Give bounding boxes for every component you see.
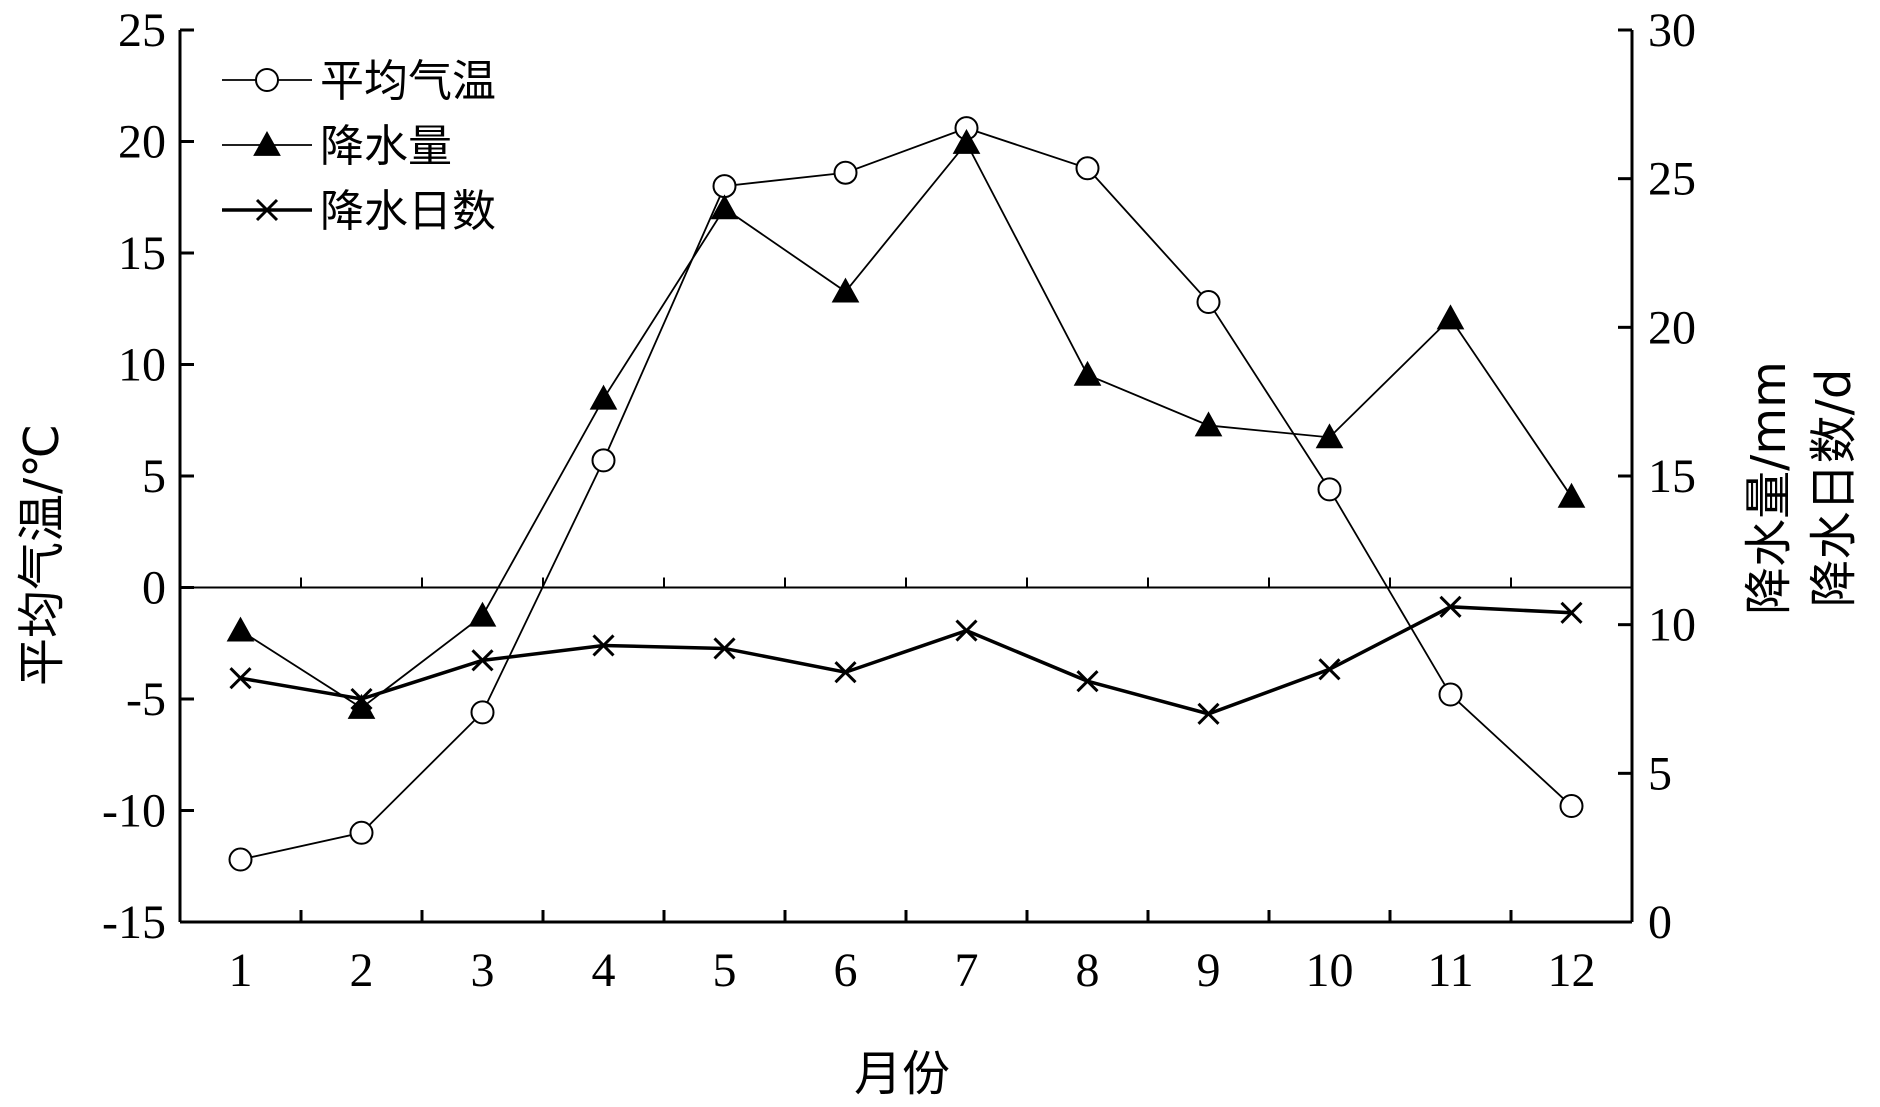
series-3 [229,595,1583,725]
x-tick-label: 9 [1197,944,1221,997]
data-point [834,661,857,684]
y-right-tick-label: 20 [1648,301,1696,354]
data-point [1438,682,1463,707]
data-point [713,637,736,660]
data-point [470,700,495,725]
data-point [1318,658,1341,681]
x-marker-stroke [1197,702,1220,725]
data-point [1439,595,1462,618]
data-point [349,820,374,845]
x-tick-label: 8 [1076,944,1100,997]
x-tick-label: 3 [471,944,495,997]
legend-label: 降水日数 [320,186,496,237]
x-tick-label: 6 [834,944,858,997]
x-marker-stroke [955,619,978,642]
data-point [952,128,981,154]
data-point [1557,482,1586,508]
x-tick-label: 1 [229,944,253,997]
series-line [240,141,1573,710]
x-marker-stroke [229,667,252,690]
data-point [831,277,860,303]
x-marker-stroke [592,634,615,657]
y-left-tick-label: 0 [142,562,166,615]
data-point [592,634,615,657]
series [226,116,1586,872]
x-tick-label: 7 [955,944,979,997]
x-marker-stroke [834,661,857,684]
legend-marker [255,68,279,92]
data-point [1559,794,1584,819]
x-tick-label: 12 [1548,944,1596,997]
y-axis-left-title: 平均气温/℃ [14,424,70,686]
x-marker-stroke [1076,670,1099,693]
y-right-tick-label: 10 [1648,599,1696,652]
data-point [229,667,252,690]
data-point [1076,670,1099,693]
data-point [589,384,618,410]
data-point [1315,423,1344,449]
data-point [1197,702,1220,725]
x-marker-stroke [350,687,373,711]
data-point [1317,477,1342,502]
series-line [240,605,1572,716]
x-tick-label: 11 [1427,944,1473,997]
data-point [228,847,253,872]
y-right-tick-label: 0 [1648,896,1672,949]
x-marker-stroke [1439,595,1462,618]
series-2 [226,128,1586,719]
data-point [1436,304,1465,330]
x-marker-stroke [471,649,494,672]
data-point [1196,290,1221,315]
data-point [712,174,737,199]
y-right-tick-label: 15 [1648,450,1696,503]
legend-label: 平均气温 [320,56,496,107]
x-tick-label: 10 [1306,944,1354,997]
x-tick-label: 4 [592,944,616,997]
y-left-tick-label: 10 [118,339,166,392]
y-left-tick-label: 20 [118,116,166,169]
y-left-tick-label: 25 [118,4,166,57]
legend-marker [255,198,279,222]
data-point [591,448,616,473]
y-left-tick-label: -10 [102,785,166,838]
y-axis-right-title-2: 降水日数/d [1806,369,1862,608]
y-left-tick-label: 5 [142,450,166,503]
data-point [468,601,497,627]
data-point [1560,601,1583,624]
x-marker-stroke [255,198,279,222]
y-axis-right-title-1: 降水量/mm [1741,361,1797,615]
y-right-tick-label: 25 [1648,153,1696,206]
x-tick-label: 2 [350,944,374,997]
y-right-tick-label: 30 [1648,4,1696,57]
x-marker-stroke [1560,601,1583,624]
data-point [1075,156,1100,181]
legend-label: 降水量 [320,121,452,172]
data-point [710,194,739,220]
x-axis-title: 月份 [854,1046,950,1102]
y-left-tick-label: -5 [126,673,166,726]
series-line [240,127,1573,861]
data-point [955,619,978,642]
legend-entry-2: 降水量 [222,121,452,172]
y-left-tick-label: -15 [102,896,166,949]
legend-entry-3: 降水日数 [222,186,496,237]
zero-line-layer [180,577,1632,589]
legend-entry-1: 平均气温 [222,56,496,107]
data-point [471,649,494,672]
series-1 [228,116,1584,872]
data-point [1194,411,1223,437]
x-tick-label: 5 [713,944,737,997]
x-marker-stroke [1318,658,1341,681]
data-point [1073,360,1102,386]
legend-marker [253,130,281,156]
data-point [833,160,858,185]
data-point [350,687,373,711]
y-left-tick-label: 15 [118,227,166,280]
x-marker-stroke [713,637,736,660]
data-point [226,616,255,642]
y-right-tick-label: 5 [1648,747,1672,800]
